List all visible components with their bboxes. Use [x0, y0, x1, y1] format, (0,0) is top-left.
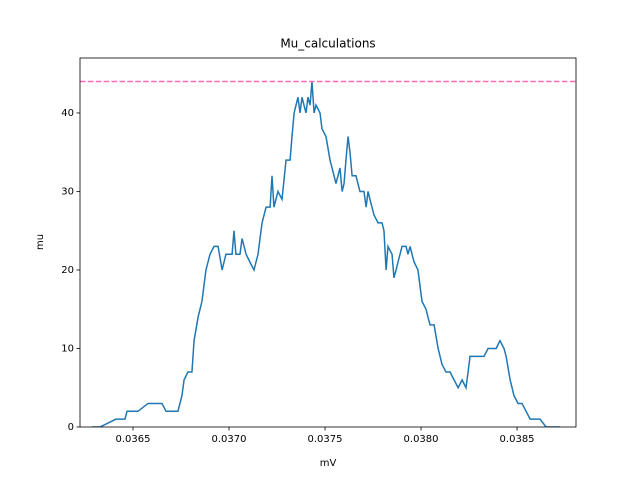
y-tick-label: 40 — [61, 108, 74, 119]
plot-frame — [79, 57, 577, 428]
x-tick-label: 0.0385 — [500, 434, 535, 445]
y-axis-label: mu — [35, 234, 46, 250]
x-tick-label: 0.0375 — [308, 434, 343, 445]
y-tick-label: 10 — [61, 343, 74, 354]
x-tick-label: 0.0370 — [212, 434, 247, 445]
y-tick-label: 0 — [68, 422, 74, 433]
x-tick-label: 0.0380 — [404, 434, 439, 445]
chart-title: Mu_calculations — [280, 37, 375, 51]
x-axis-label: mV — [320, 458, 337, 469]
x-tick-label: 0.0365 — [115, 434, 150, 445]
data-line — [92, 81, 561, 427]
y-tick-label: 30 — [61, 186, 74, 197]
y-tick-label: 20 — [61, 265, 74, 276]
